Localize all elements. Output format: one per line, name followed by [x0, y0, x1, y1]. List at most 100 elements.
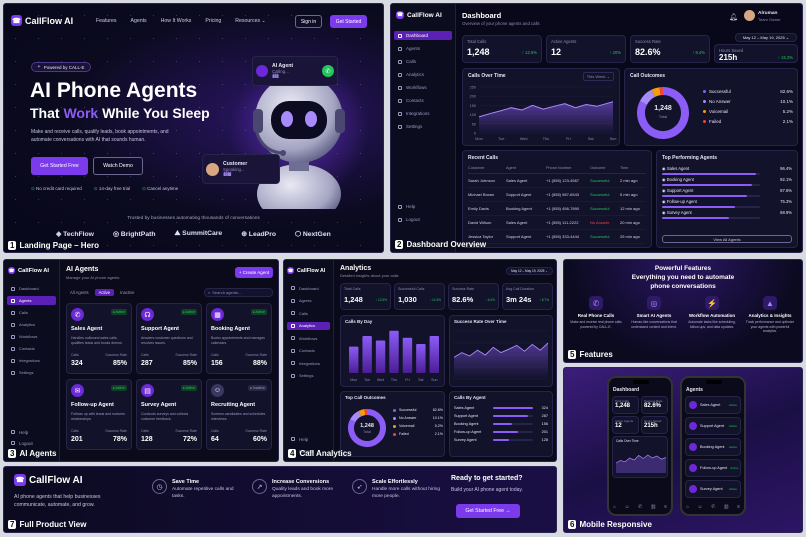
bell-icon[interactable]: 🔔︎ [729, 14, 738, 21]
sidebar-item-integrations[interactable]: Integrations [394, 109, 452, 118]
top-agent-row[interactable]: ◉ Booking Agent 92.1% [662, 177, 792, 186]
table-row[interactable]: Emily Davis Booking Agent +1 (555) 456-789… [468, 202, 646, 216]
nav-item-pricing[interactable]: Pricing [205, 18, 222, 24]
top-agent-row[interactable]: ◉ Support Agent 87.6% [662, 188, 792, 197]
table-row[interactable]: Jessica Taylor Support Agent +1 (555) 333-… [468, 230, 646, 244]
top-agent-row[interactable]: ◉ Follow-up Agent 75.3% [662, 199, 792, 208]
nav-item-resources[interactable]: Resources ⌄ [235, 18, 266, 24]
agents-icon[interactable]: ☺ [624, 504, 630, 510]
top-agent-row[interactable]: ◉ Sales Agent 96.4% [662, 166, 792, 175]
sidebar-item-workflows[interactable]: Workflows [394, 83, 452, 92]
sidebar-item-agents[interactable]: Agents [287, 297, 330, 306]
sidebar-item-logout[interactable]: Logout [394, 215, 452, 224]
agent-card-survey-agent[interactable]: ▤ ● Active Survey Agent Conducts surveys an… [136, 379, 202, 450]
view-all-agents-button[interactable]: View All Agents [662, 235, 792, 243]
phone-icon[interactable]: ✆ [711, 504, 716, 510]
sidebar-item-workflows[interactable]: Workflows [7, 332, 56, 341]
donut-center-value: 1,248 [654, 105, 672, 112]
phone-icon[interactable]: ✆ [638, 504, 643, 510]
sidebar-item-integrations[interactable]: Integrations [287, 359, 330, 368]
sidebar-item-analytics[interactable]: Analytics [394, 70, 452, 79]
home-icon[interactable]: ⌂ [613, 504, 617, 510]
search-agents-input[interactable]: ⌕ Search agents... [204, 288, 273, 297]
sidebar-item-analytics[interactable]: Analytics [7, 320, 56, 329]
cta-get-started-button[interactable]: Get Started Free → [456, 504, 520, 518]
sidebar-item-settings[interactable]: Settings [287, 372, 330, 381]
chart-icon[interactable]: ▥ [723, 504, 729, 510]
sidebar-item-contacts[interactable]: Contacts [394, 96, 452, 105]
agent-card-booking-agent[interactable]: ▦ ● Active Booking Agent Books appointments… [206, 303, 272, 374]
check-label: Cancel anytime [147, 186, 179, 191]
table-cell: 12 min ago [620, 206, 640, 211]
table-row[interactable]: David Wilson Sales Agent +1 (555) 111-2222… [468, 216, 646, 230]
agent-card-sales-agent[interactable]: ✆ ● Active Sales Agent Handles outbound sal… [66, 303, 132, 374]
mobile-agent-row[interactable]: Booking Agent Active [685, 438, 741, 456]
mobile-agent-row[interactable]: Support Agent Active [685, 417, 741, 435]
feature-description: Track performance and optimize your agen… [745, 320, 795, 334]
brand-logo[interactable]: ☎ CallFlow AI [14, 474, 83, 486]
sidebar-item-help[interactable]: Help [394, 202, 452, 211]
nav-item-how-it-works[interactable]: How It Works [160, 18, 192, 24]
sidebar-item-calls[interactable]: Calls [7, 308, 56, 317]
get-started-nav-button[interactable]: Get Started [330, 15, 367, 28]
sidebar-item-calls[interactable]: Calls [394, 57, 452, 66]
brand-logo[interactable]: ☎ CallFlow AI [11, 15, 73, 26]
tab-all-agents[interactable]: All Agents [70, 290, 89, 295]
date-range-select[interactable]: May 12 – May 19, 2025 ⌄ [506, 267, 553, 275]
mobile-agent-row[interactable]: Follow-up Agent Active [685, 459, 741, 477]
menu-icon[interactable]: ≡ [737, 504, 740, 510]
agent-card-follow-up-agent[interactable]: ✉ ● Active Follow-up Agent Follows up with … [66, 379, 132, 450]
tab-inactive[interactable]: Inactive [120, 290, 135, 295]
mobile-agent-row[interactable]: Sales Agent Active [685, 396, 741, 414]
sidebar-item-calls[interactable]: Calls [287, 309, 330, 318]
avatar[interactable] [744, 10, 755, 21]
top-agent-row[interactable]: ◉ Survey Agent 68.9% [662, 210, 792, 219]
status-badge: ● Active [110, 309, 127, 315]
create-agent-button[interactable]: + Create Agent [235, 267, 273, 278]
gear-icon [398, 124, 402, 129]
mobile-agent-row[interactable]: Survey Agent Active [685, 480, 741, 498]
phone-call-icon[interactable]: ✆ [322, 65, 334, 77]
sidebar-item-settings[interactable]: Settings [394, 122, 452, 131]
sign-in-button[interactable]: Sign in [295, 15, 322, 28]
watch-demo-button[interactable]: Watch Demo [93, 157, 143, 175]
brand-logo[interactable]: ☎ CallFlow AI [287, 267, 325, 274]
home-icon[interactable]: ⌂ [686, 504, 690, 510]
brand-logo[interactable]: ☎ CallFlow AI [396, 11, 442, 19]
benefit-title: Scale Effortlessly [372, 479, 418, 485]
sidebar-item-help[interactable]: Help [7, 428, 56, 436]
menu-icon[interactable]: ≡ [664, 504, 667, 510]
sidebar-item-dashboard[interactable]: Dashboard [7, 284, 56, 293]
sidebar-item-contacts[interactable]: Contacts [7, 344, 56, 353]
top-agent-line: ◉ Sales Agent 96.4% [662, 166, 792, 171]
table-row[interactable]: Michael Brown Support Agent +1 (555) 987-6… [468, 188, 646, 202]
sidebar-item-integrations[interactable]: Integrations [7, 356, 56, 365]
nav-item-features[interactable]: Features [96, 18, 117, 24]
table-row[interactable]: Sarah Johnson Sales Agent +1 (555) 123-456… [468, 174, 646, 188]
agent-card-recruiting-agent[interactable]: ☺ ● Inactive Recruiting Agent Screens candi… [206, 379, 272, 450]
top-agent-line: ◉ Support Agent 87.6% [662, 188, 792, 193]
sidebar-item-agents[interactable]: Agents [7, 296, 56, 305]
sidebar-item-contacts[interactable]: Contacts [287, 347, 330, 356]
sidebar-item-logout[interactable]: Logout [7, 439, 56, 447]
sidebar-item-workflows[interactable]: Workflows [287, 334, 330, 343]
sidebar-item-help[interactable]: Help [287, 435, 330, 443]
sidebar-item-settings[interactable]: Settings [7, 368, 56, 377]
sidebar-item-dashboard[interactable]: Dashboard [287, 284, 330, 293]
brand-logo[interactable]: ☎ CallFlow AI [8, 267, 49, 274]
date-range-select[interactable]: May 12 – May 19, 2025 ⌄ [735, 33, 797, 42]
sidebar-item-dashboard[interactable]: Dashboard [394, 31, 452, 40]
agents-icon[interactable]: ☺ [697, 504, 703, 510]
agent-card-support-agent[interactable]: ☊ ● Active Support Agent Answers customer q… [136, 303, 202, 374]
feature-description: Human-like conversations that understand… [631, 320, 677, 329]
legend-value: 2.1% [782, 119, 793, 124]
tab-active[interactable]: Active [94, 289, 115, 296]
agent-name: Follow-up Agent [71, 402, 114, 408]
chart-icon[interactable]: ▥ [650, 504, 656, 510]
sidebar-item-analytics[interactable]: Analytics [287, 321, 330, 330]
sidebar-item-agents[interactable]: Agents [394, 44, 452, 53]
nav-item-agents[interactable]: Agents [130, 18, 147, 24]
get-started-free-button[interactable]: Get Started Free [31, 157, 88, 175]
stat-card-active-agents: Active Agents 12 ↑ 20% [546, 35, 626, 63]
calls-filter-select[interactable]: This Week ⌄ [582, 72, 614, 81]
